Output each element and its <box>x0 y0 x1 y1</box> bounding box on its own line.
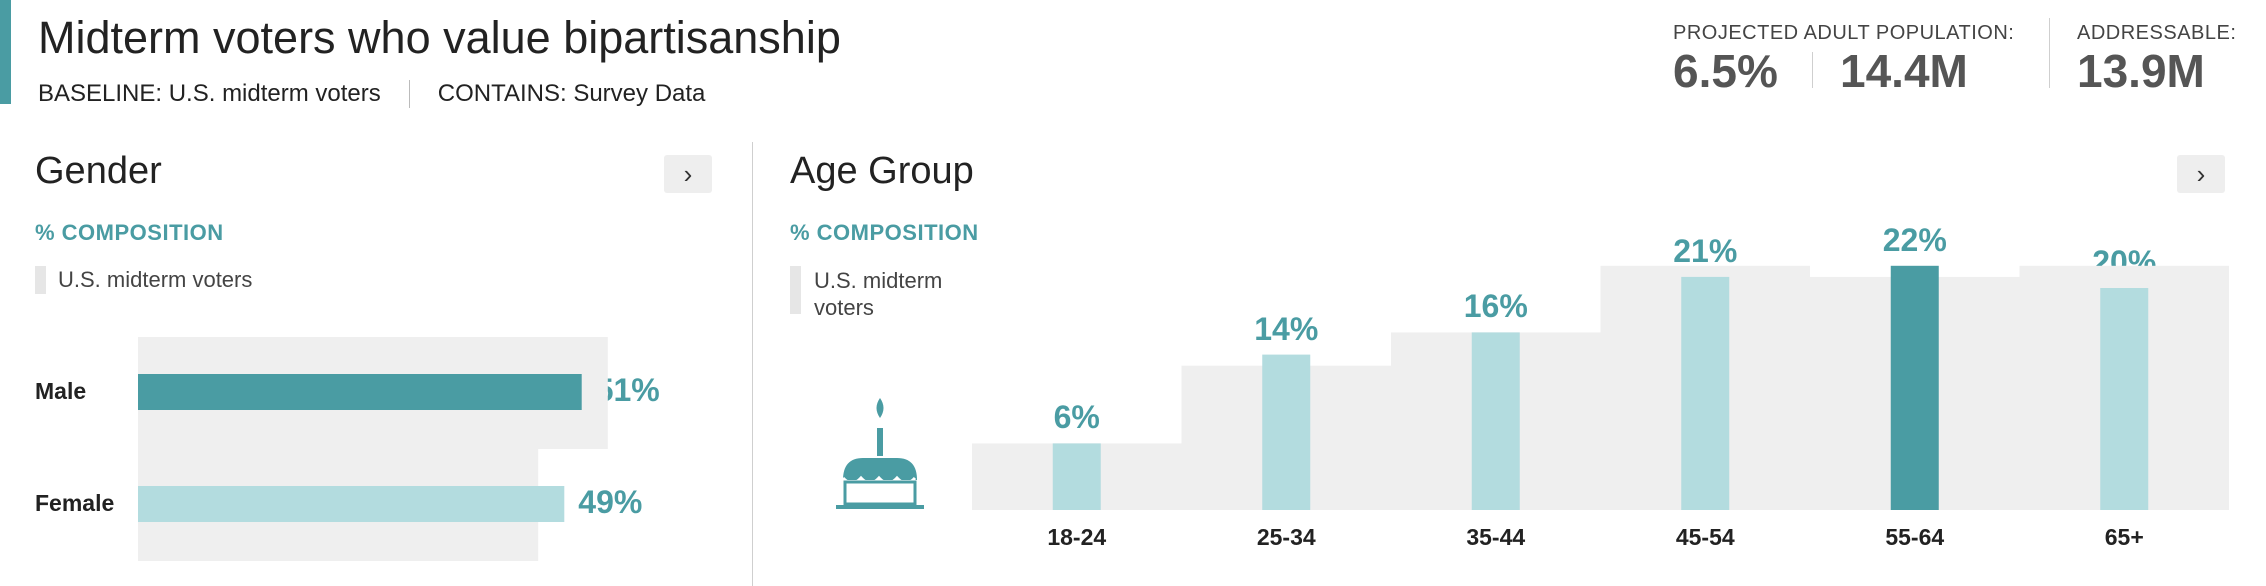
age-bar <box>1262 354 1311 510</box>
gender-category-label: Male <box>35 378 87 404</box>
projected-divider <box>1812 52 1813 88</box>
chevron-right-icon: › <box>683 158 693 189</box>
age-category-label: 65+ <box>2104 524 2144 550</box>
addressable-value: 13.9M <box>2077 45 2205 97</box>
subline-divider <box>408 80 410 108</box>
page-title: Midterm voters who value bipartisanship <box>38 12 841 63</box>
age-value-label: 14% <box>1254 310 1319 347</box>
projected-population-percent: 6.5% <box>1673 45 1778 97</box>
baseline-text: BASELINE: U.S. midterm voters <box>38 80 381 107</box>
projected-population-label: PROJECTED ADULT POPULATION: <box>1673 22 2015 44</box>
age-expand-button[interactable]: › <box>2177 155 2225 193</box>
age-bar <box>1681 276 1730 510</box>
age-value-label: 16% <box>1463 288 1528 325</box>
age-bar <box>2100 288 2149 510</box>
age-bar <box>1052 443 1101 510</box>
gender-legend-text: U.S. midterm voters <box>58 267 253 292</box>
age-value-label: 22% <box>1882 221 1947 258</box>
age-category-label: 25-34 <box>1256 524 1316 550</box>
gender-legend-swatch <box>35 266 46 294</box>
birthday-cake-icon <box>836 398 924 509</box>
chevron-right-icon: › <box>2196 158 2206 189</box>
addressable-label: ADDRESSABLE: <box>2077 22 2237 44</box>
gender-composition-label: % COMPOSITION <box>35 220 224 245</box>
age-bar <box>1471 332 1520 510</box>
gender-value-label: 49% <box>578 484 643 520</box>
age-legend-text: U.S. midterm voters <box>814 268 943 320</box>
age-category-label: 35-44 <box>1466 524 1526 550</box>
age-category-label: 45-54 <box>1675 524 1735 550</box>
header-accent-bar <box>0 0 11 104</box>
age-value-label: 6% <box>1053 399 1100 436</box>
age-value-label: 21% <box>1673 232 1738 269</box>
gender-category-label: Female <box>35 490 115 516</box>
addressable-divider <box>2049 18 2050 88</box>
gender-bar <box>138 486 565 522</box>
gender-panel-title: Gender <box>35 150 162 192</box>
age-composition-label: % COMPOSITION <box>790 220 979 245</box>
panel-divider <box>752 142 753 586</box>
age-category-label: 55-64 <box>1885 524 1945 550</box>
age-category-label: 18-24 <box>1047 524 1107 550</box>
contains-text: CONTAINS: Survey Data <box>437 80 706 107</box>
header-subline: BASELINE: U.S. midterm voters CONTAINS: … <box>38 80 705 108</box>
age-bar <box>1890 265 1939 510</box>
gender-expand-button[interactable]: › <box>664 155 712 193</box>
age-panel-title: Age Group <box>790 150 974 192</box>
gender-bar <box>138 374 582 410</box>
age-legend-swatch <box>790 266 801 314</box>
projected-population-count: 14.4M <box>1840 45 1968 97</box>
